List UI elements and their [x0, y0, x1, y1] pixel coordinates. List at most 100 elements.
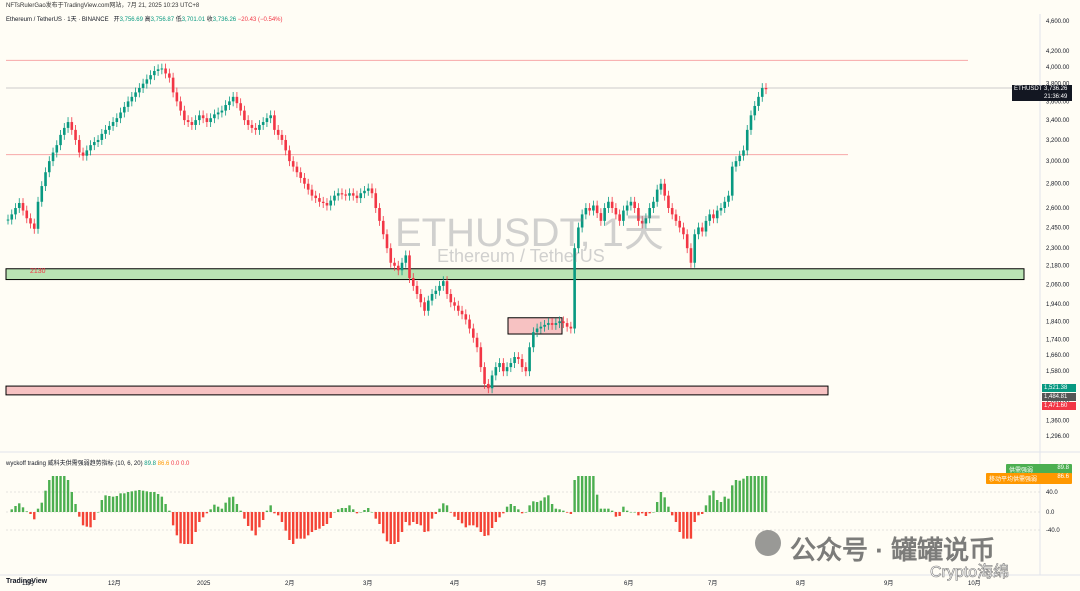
indicator-bar	[44, 490, 47, 512]
indicator-bar	[318, 512, 321, 529]
candle-body	[51, 152, 55, 162]
indicator-bar	[464, 512, 468, 528]
candle-body	[344, 194, 348, 196]
badge2-value: 86.6	[1057, 474, 1069, 480]
indicator-bar	[239, 510, 242, 512]
indicator-bar	[333, 512, 336, 513]
indicator-bar	[685, 512, 689, 539]
candle-body	[258, 124, 261, 130]
candle-body	[730, 166, 734, 196]
candle-body	[715, 210, 719, 219]
indicator-bar	[299, 512, 302, 539]
candle-body	[198, 115, 201, 121]
indicator-bar	[442, 503, 445, 512]
indicator-bar	[498, 512, 501, 518]
indicator-bar	[74, 504, 77, 512]
indicator-bar	[543, 497, 546, 512]
candle-body	[385, 234, 389, 249]
candle-body	[74, 129, 77, 140]
indicator-bar	[280, 512, 284, 522]
candle-body	[562, 321, 565, 324]
indicator-bar	[96, 512, 100, 513]
candle-body	[517, 357, 520, 360]
candle-body	[370, 188, 374, 194]
indicator-bar	[757, 476, 760, 512]
candle-body	[719, 208, 723, 211]
indicator-bar	[712, 490, 715, 512]
candle-body	[648, 208, 651, 219]
time-tick-label: 12月	[108, 580, 121, 587]
candle-body	[505, 367, 509, 372]
candle-body	[213, 114, 216, 119]
indicator-bar	[134, 490, 137, 512]
indicator-bar	[629, 512, 633, 513]
indicator-bar	[168, 510, 171, 512]
open-value: 3,756.69	[119, 17, 143, 23]
candle-body	[415, 285, 419, 294]
indicator-bar	[595, 494, 599, 512]
indicator-bar	[490, 512, 494, 528]
price-tick-label: 2,180.00	[1046, 264, 1070, 270]
candle-body	[498, 363, 501, 368]
candle-body	[160, 68, 164, 70]
side-tag-1: 1,521.38	[1042, 384, 1076, 392]
candle-body	[700, 227, 704, 232]
candle-body	[205, 118, 209, 123]
time-tick-label: 7月	[708, 580, 717, 587]
indicator-bar	[141, 490, 145, 512]
candle-body	[201, 115, 205, 119]
indicator-bar	[667, 506, 670, 512]
candle-body	[284, 139, 287, 151]
candle-body	[21, 203, 25, 211]
indicator-bar	[550, 504, 554, 512]
indicator-bar	[254, 512, 257, 536]
candle-body	[532, 332, 535, 348]
indicator-bar	[48, 480, 51, 512]
indicator-bar	[475, 512, 479, 528]
candle-body	[513, 357, 516, 364]
candle-body	[487, 383, 490, 389]
price-tick-label: 3,800.00	[1046, 82, 1070, 88]
indicator-bar	[160, 496, 164, 512]
price-tick-label: 3,600.00	[1046, 99, 1070, 105]
time-tick-label: 8月	[796, 580, 805, 587]
candle-body	[168, 73, 171, 78]
indicator-bar	[276, 512, 280, 516]
side-tag-2: 1,484.81	[1042, 393, 1076, 401]
indicator-bar	[397, 512, 400, 542]
indicator-bar	[727, 498, 730, 512]
indicator-bar	[528, 505, 531, 512]
candle-body	[708, 214, 712, 221]
indicator-bar	[126, 492, 130, 512]
badge1-value: 89.8	[1057, 465, 1069, 471]
price-zone	[507, 317, 563, 335]
price-tick-label: 4,600.00	[1046, 19, 1070, 25]
indicator-bar	[738, 480, 741, 512]
indicator-bar	[697, 512, 700, 516]
indicator-bar	[764, 476, 768, 512]
candle-body	[29, 218, 32, 224]
candle-body	[374, 193, 378, 209]
tradingview-logo[interactable]: TradingView	[6, 578, 48, 585]
candle-body	[479, 347, 483, 368]
candle-body	[389, 248, 393, 263]
indicator-legend[interactable]: wyckoff trading 威科夫供需强弱趋势指标 (10, 6, 20) …	[6, 458, 189, 467]
candle-body	[216, 112, 220, 115]
high-value: 3,756.87	[150, 17, 175, 23]
candle-body	[183, 110, 186, 121]
time-tick-label: 9月	[884, 580, 893, 587]
indicator-bar	[412, 512, 415, 522]
zone-label: 2130	[30, 268, 46, 275]
candle-body	[535, 328, 539, 333]
candle-body	[528, 347, 531, 372]
indicator-bar	[149, 492, 152, 512]
candle-body	[32, 223, 36, 229]
candle-body	[577, 227, 580, 249]
candle-body	[472, 328, 475, 338]
indicator-bar	[502, 512, 505, 514]
indicator-bar	[63, 476, 66, 512]
candle-body	[89, 145, 92, 151]
candle-body	[629, 201, 633, 206]
candle-body	[186, 120, 190, 123]
